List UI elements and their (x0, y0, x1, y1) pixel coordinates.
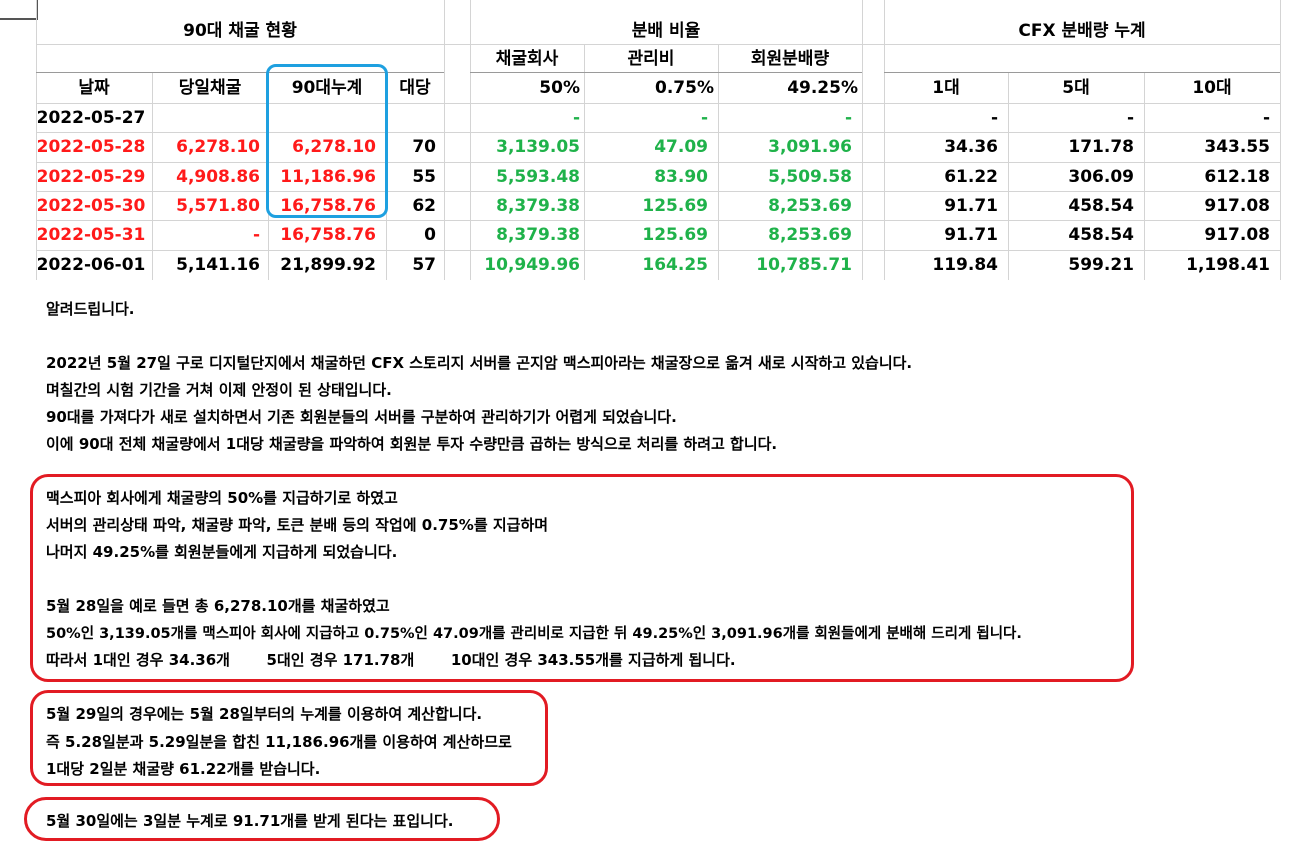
subheader-member: 회원분배량 (750, 49, 830, 69)
cell-member[interactable]: 3,091.96 (768, 137, 852, 157)
cell-daily[interactable]: - (252, 225, 260, 245)
cell-daily[interactable]: 4,908.86 (176, 167, 260, 187)
cell-u5[interactable]: 458.54 (1068, 225, 1134, 245)
cell-date[interactable]: 2022-05-30 (36, 196, 146, 216)
cell-per[interactable]: 62 (412, 196, 436, 216)
notice-line: 2022년 5월 27일 구로 디지털단지에서 채굴하던 CFX 스토리지 서버… (46, 354, 913, 372)
subheader-mgmt: 관리비 (627, 49, 675, 69)
cell-mgmt[interactable]: 47.09 (654, 137, 708, 157)
callout-line: 5월 30일에는 3일분 누계로 91.71개를 받게 된다는 표입니다. (46, 812, 454, 830)
cell-u10[interactable]: - (1262, 108, 1270, 128)
cell-mgmt[interactable]: 125.69 (642, 225, 708, 245)
cell-per[interactable]: 55 (412, 167, 436, 187)
cell-mgmt[interactable]: - (700, 108, 708, 128)
cell-per[interactable]: 70 (412, 137, 436, 157)
col-header-total: 90대누계 (291, 78, 363, 98)
select-all-corner[interactable] (0, 0, 38, 20)
cell-company[interactable]: 3,139.05 (496, 137, 580, 157)
notice-line: 이에 90대 전체 채굴량에서 1대당 채굴량을 파악하여 회원분 투자 수량만… (46, 435, 778, 453)
cell-company[interactable]: 8,379.38 (496, 196, 580, 216)
cell-daily[interactable]: 5,571.80 (176, 196, 260, 216)
cell-date[interactable]: 2022-05-27 (36, 108, 146, 128)
callout-line: 1대당 2일분 채굴량 61.22개를 받습니다. (46, 760, 321, 778)
cell-company[interactable]: 10,949.96 (484, 255, 580, 275)
notice-line: 90대를 가져다가 새로 설치하면서 기존 회원분들의 서버를 구분하여 관리하… (46, 408, 677, 426)
col-header-1unit: 1대 (932, 78, 960, 98)
cell-date[interactable]: 2022-05-31 (36, 225, 146, 245)
cell-member[interactable]: 8,253.69 (768, 196, 852, 216)
cell-total[interactable]: 16,758.76 (280, 196, 376, 216)
cell-total[interactable]: 16,758.76 (280, 225, 376, 245)
cell-member[interactable]: 5,509.58 (768, 167, 852, 187)
cell-u5[interactable]: 171.78 (1068, 137, 1134, 157)
callout-line: 50%인 3,139.05개를 맥스피아 회사에 지급하고 0.75%인 47.… (46, 626, 1022, 642)
section-title-cumulative: CFX 분배량 누계 (1018, 21, 1146, 41)
col-header-per: 대당 (399, 78, 431, 98)
cell-u5[interactable]: 599.21 (1068, 255, 1134, 275)
callout-box-cumulative (30, 690, 548, 786)
cell-u1[interactable]: 91.71 (944, 196, 998, 216)
cell-daily[interactable]: 5,141.16 (176, 255, 260, 275)
callout-line: 나머지 49.25%를 회원분들에게 지급하게 되었습니다. (46, 543, 398, 561)
highlight-box-total (266, 64, 388, 218)
subheader-company: 채굴회사 (495, 49, 559, 69)
cell-mgmt[interactable]: 164.25 (642, 255, 708, 275)
col-header-mgmt-pct: 0.75% (655, 78, 714, 98)
cell-company[interactable]: 8,379.38 (496, 225, 580, 245)
section-title-mining: 90대 채굴 현황 (183, 21, 297, 41)
cell-u10[interactable]: 917.08 (1204, 225, 1270, 245)
cell-date[interactable]: 2022-05-28 (36, 137, 146, 157)
cell-member[interactable]: 8,253.69 (768, 225, 852, 245)
cell-mgmt[interactable]: 83.90 (654, 167, 708, 187)
cell-daily[interactable]: 6,278.10 (176, 137, 260, 157)
cell-u1[interactable]: - (990, 108, 998, 128)
cell-u1[interactable]: 119.84 (932, 255, 998, 275)
cell-total[interactable]: 21,899.92 (280, 255, 376, 275)
col-header-company-pct: 50% (539, 78, 580, 98)
col-header-10unit: 10대 (1192, 78, 1232, 98)
notice-line: 며칠간의 시험 기간을 거쳐 이제 안정이 된 상태입니다. (46, 381, 392, 399)
col-header-5unit: 5대 (1062, 78, 1090, 98)
callout-line: 맥스피아 회사에게 채굴량의 50%를 지급하기로 하였고 (46, 489, 398, 507)
callout-line: 5월 29일의 경우에는 5월 28일부터의 누계를 이용하여 계산합니다. (46, 705, 483, 723)
cell-u5[interactable]: 306.09 (1068, 167, 1134, 187)
callout-box-distribution (30, 474, 1134, 682)
col-header-member-pct: 49.25% (787, 78, 858, 98)
cell-u10[interactable]: 1,198.41 (1186, 255, 1270, 275)
callout-line: 즉 5.28일분과 5.29일분을 합친 11,186.96개를 이용하여 계산… (46, 733, 512, 751)
spreadsheet: 90대 채굴 현황 분배 비율 CFX 분배량 누계 채굴회사 관리비 회원분배… (0, 0, 1305, 290)
cell-per[interactable]: 0 (424, 225, 436, 245)
cell-u1[interactable]: 34.36 (944, 137, 998, 157)
section-title-ratio: 분배 비율 (631, 21, 701, 41)
cell-u10[interactable]: 917.08 (1204, 196, 1270, 216)
cell-member[interactable]: - (844, 108, 852, 128)
cell-u1[interactable]: 61.22 (944, 167, 998, 187)
cell-date[interactable]: 2022-05-29 (36, 167, 146, 187)
cell-mgmt[interactable]: 125.69 (642, 196, 708, 216)
callout-line: 서버의 관리상태 파악, 채굴량 파악, 토큰 분배 등의 작업에 0.75%를… (46, 516, 549, 534)
callout-line: 5월 28일을 예로 들면 총 6,278.10개를 채굴하였고 (46, 597, 390, 615)
cell-u5[interactable]: - (1126, 108, 1134, 128)
cell-u10[interactable]: 343.55 (1204, 137, 1270, 157)
cell-u1[interactable]: 91.71 (944, 225, 998, 245)
callout-box-summary (24, 797, 500, 841)
cell-company[interactable]: - (572, 108, 580, 128)
cell-date[interactable]: 2022-06-01 (36, 255, 146, 275)
cell-u5[interactable]: 458.54 (1068, 196, 1134, 216)
cell-total[interactable]: 6,278.10 (292, 137, 376, 157)
col-header-daily: 당일채굴 (178, 78, 242, 98)
notice-title: 알려드립니다. (46, 300, 135, 318)
col-header-date: 날짜 (78, 78, 110, 98)
cell-total[interactable]: 11,186.96 (280, 167, 376, 187)
callout-line: 따라서 1대인 경우 34.36개 5대인 경우 171.78개 10대인 경우… (46, 651, 736, 669)
cell-u10[interactable]: 612.18 (1204, 167, 1270, 187)
cell-member[interactable]: 10,785.71 (756, 255, 852, 275)
cell-per[interactable]: 57 (412, 255, 436, 275)
cell-company[interactable]: 5,593.48 (496, 167, 580, 187)
